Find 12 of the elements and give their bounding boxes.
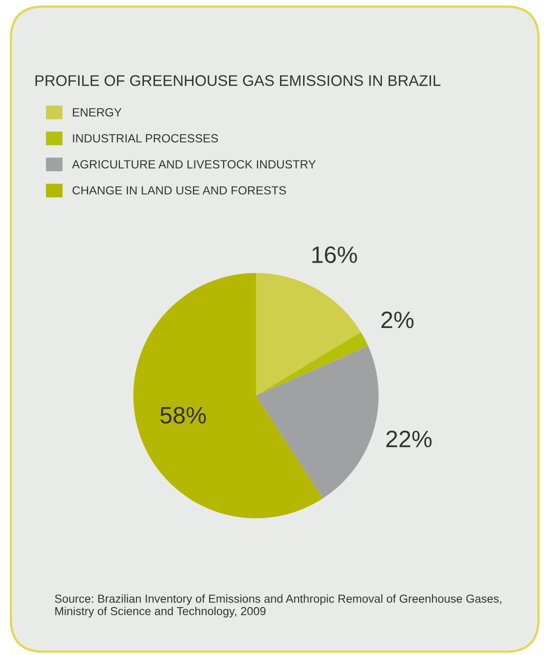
data-label: 16%	[312, 246, 358, 264]
legend-label: CHANGE IN LAND USE AND FORESTS	[72, 186, 286, 195]
pie-slice	[256, 273, 361, 396]
data-label: 2%	[381, 312, 414, 328]
pie-slice	[256, 346, 379, 498]
legend-label: ENERGY	[72, 108, 122, 116]
data-label: 58%	[160, 406, 206, 424]
legend-label: AGRICULTURE AND LIVESTOCK INDUSTRY	[72, 160, 316, 169]
legend-label: INDUSTRIAL PROCESSES	[73, 134, 218, 142]
source-note: Source: Brazilian Inventory of Emissions and Anthropic Removal of Greenhouse Gases, Ministry of Science and Technology, 2009	[54, 594, 502, 618]
data-label: 22%	[386, 430, 432, 448]
chart-title: PROFILE OF GREENHOUSE GAS EMISSIONS IN BRAZIL	[36, 75, 440, 86]
